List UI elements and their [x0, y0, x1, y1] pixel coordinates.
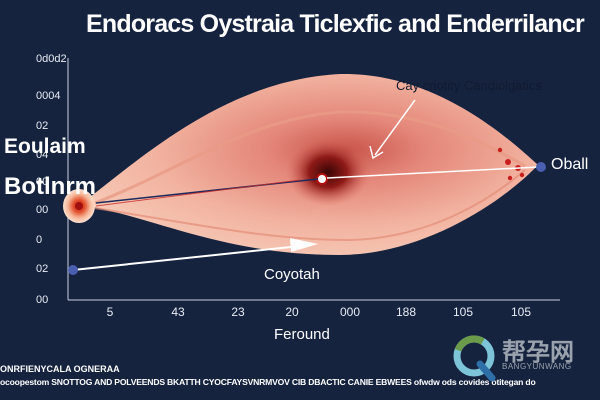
x-tick: 43 [171, 305, 185, 319]
right-dot [519, 172, 525, 178]
x-tick: 23 [231, 305, 245, 319]
tissue-fold-lower [94, 169, 526, 242]
callout-label-bottom: Coyotah [264, 266, 320, 283]
tissue-core [286, 138, 370, 206]
y-axis-title: Eoulaim Botlnrm [4, 135, 96, 200]
core-marker [316, 173, 328, 185]
x-tick: 105 [510, 305, 532, 319]
right-end-marker [536, 162, 546, 172]
callout-label-top: Cay criotity Candiolgatics [396, 78, 542, 93]
connector-node-upper [95, 179, 301, 207]
x-tick: 20 [285, 305, 299, 319]
y-tick: 0 [36, 234, 43, 246]
diagram-title: Endoracs Oystraia Ticlexfic and Enderril… [86, 10, 585, 38]
footer-caption-line1: ONRFIENYCALA OGNERAA [0, 364, 120, 374]
watermark-q-icon [453, 335, 496, 382]
callout-label-right: Oball [551, 156, 589, 173]
watermark-text-en: BANGYUNWANG [502, 362, 572, 371]
tissue-fold-upper [94, 110, 526, 205]
bottom-end-marker [68, 265, 78, 275]
right-dot [497, 147, 503, 153]
x-tick: 188 [395, 305, 417, 319]
x-tick: 000 [339, 305, 361, 319]
connector-core-node [95, 178, 319, 204]
y-tick: 00 [36, 294, 49, 306]
y-tick: 0d0d2 [36, 53, 67, 65]
x-axis-title: Feround [274, 326, 330, 343]
y-tick: 0004 [36, 90, 61, 102]
pointer-top-arrowhead [369, 145, 384, 160]
y-tick: 00 [36, 176, 49, 188]
y-tick: 02 [36, 263, 49, 275]
y-tick: 04 [36, 149, 49, 161]
y-tick: 00 [36, 204, 49, 216]
left-node-center [75, 202, 83, 210]
y-axis-title-line: Botlnrm [4, 173, 96, 200]
x-tick: 105 [452, 305, 474, 319]
footer-caption-line2: ocoopestom SNOTTOG AND POLVEENDS BKATTH … [0, 377, 536, 387]
y-tick: 02 [36, 120, 49, 132]
pointer-bottom [72, 244, 311, 271]
right-dot [505, 159, 511, 165]
pointer-top [374, 99, 416, 156]
x-tick: 5 [106, 305, 114, 319]
connector-core-right [326, 166, 539, 179]
pointer-bottom-arrowhead [290, 238, 318, 252]
watermark-text-cn: 帮孕网 [502, 339, 574, 366]
right-dot [507, 175, 513, 181]
watermark-logo: 帮孕网 BANGYUNWANG [452, 330, 574, 388]
y-axis-title-line: Eoulaim [4, 135, 86, 158]
